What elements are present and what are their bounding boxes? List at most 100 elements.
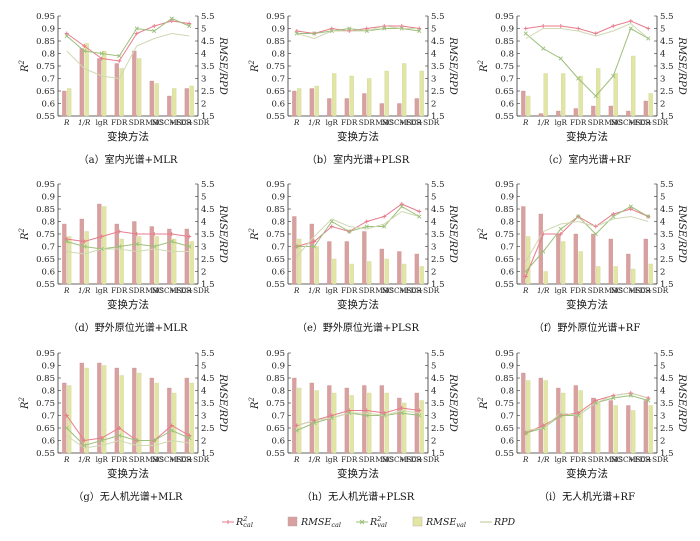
- right-tick-label: 3.5: [660, 399, 674, 409]
- right-tick-label: 4: [431, 387, 436, 397]
- right-tick-label: 3.5: [431, 399, 445, 409]
- right-tick-label: 5: [431, 193, 436, 203]
- bar-rmse-cal: [573, 233, 578, 285]
- point-r2-val: [99, 51, 104, 56]
- point-r2-val: [611, 73, 616, 79]
- left-tick-label: 0.65: [495, 87, 514, 97]
- right-axis-label: RMSE/RPD: [676, 204, 687, 263]
- point-r2-val: [64, 33, 69, 39]
- line-r2-val: [296, 205, 420, 247]
- left-tick-label: 0.8: [41, 387, 55, 397]
- left-tick-label: 0.6: [271, 268, 285, 278]
- right-tick-label: 2: [660, 268, 665, 278]
- x-tick-label: MSC+FDR: [382, 118, 423, 127]
- bar-rmse-val: [189, 85, 194, 117]
- point-r2-cal: [329, 26, 334, 31]
- point-r2-val: [329, 415, 334, 421]
- bar-rmse-val: [154, 382, 159, 454]
- right-tick-label: 2.5: [201, 87, 215, 97]
- left-tick-label: 0.9: [271, 25, 285, 35]
- point-r2-cal: [628, 391, 633, 395]
- point-r2-val: [294, 244, 299, 249]
- right-tick-label: 4.5: [660, 205, 674, 215]
- left-tick-label: 0.55: [36, 449, 55, 459]
- bar-rmse-val: [297, 238, 302, 285]
- bar-rmse-cal: [379, 248, 384, 285]
- left-tick-label: 0.95: [266, 180, 285, 190]
- x-tick-label: SDR: [588, 455, 605, 464]
- right-tick-label: 5.5: [201, 349, 215, 359]
- right-axis-label: RMSE/RPD: [217, 36, 228, 95]
- bar-rmse-cal: [167, 387, 172, 454]
- x-tick-label: R: [293, 118, 300, 127]
- right-tick-label: 3: [660, 243, 665, 253]
- point-r2-val: [64, 239, 69, 244]
- left-tick-label: 0.6: [500, 437, 514, 447]
- left-tick-label: 0.7: [500, 412, 514, 422]
- point-r2-cal: [82, 239, 87, 244]
- point-r2-val: [64, 425, 69, 431]
- line-r2-cal: [525, 208, 649, 277]
- point-r2-cal: [417, 209, 422, 214]
- point-r2-cal: [82, 438, 87, 443]
- legend-label-sub: val: [456, 521, 466, 529]
- point-r2-val: [593, 93, 598, 99]
- bar-rmse-cal: [62, 382, 67, 454]
- point-r2-cal: [64, 31, 69, 36]
- right-tick-label: 4: [431, 218, 436, 228]
- right-tick-label: 1.5: [660, 280, 674, 290]
- point-r2-cal: [558, 24, 563, 28]
- x-tick-label: R: [293, 455, 300, 464]
- bar-rmse-val: [367, 392, 372, 454]
- left-tick-label: 0.55: [266, 112, 285, 122]
- left-axis-label: R2: [248, 59, 261, 73]
- point-r2-val: [646, 36, 651, 41]
- left-axis-label-sup: 2: [248, 396, 256, 402]
- bar-rmse-cal: [573, 108, 578, 117]
- point-r2-cal: [576, 411, 581, 415]
- x-tick-label: lgR: [96, 286, 109, 295]
- left-tick-label: 0.75: [495, 62, 514, 72]
- right-tick-label: 1.5: [431, 112, 445, 122]
- point-r2-val: [117, 53, 122, 59]
- left-tick-label: 0.9: [271, 362, 285, 372]
- right-tick-label: 4: [201, 50, 206, 60]
- point-r2-val: [347, 410, 352, 416]
- x-tick-label: 1/R: [78, 455, 91, 464]
- bar-rmse-cal: [626, 253, 631, 285]
- bar-rmse-cal: [538, 113, 543, 117]
- point-r2-cal: [312, 239, 317, 244]
- chart-panel: 0.55 0.6 0.65 0.7 0.75 0.8 0.85 0.9 0.95 1.5 2 2.5 3…: [248, 12, 458, 166]
- bar-rmse-cal: [591, 233, 596, 285]
- point-r2-cal: [628, 207, 633, 211]
- x-tick-label: MSC: [604, 286, 622, 295]
- x-tick-label: FDR: [341, 118, 358, 127]
- bar-rmse-val: [402, 63, 407, 117]
- point-r2-val: [417, 214, 422, 219]
- bar-rmse-val: [172, 88, 177, 117]
- point-r2-cal: [134, 31, 139, 36]
- point-r2-val: [576, 214, 581, 219]
- point-r2-val: [399, 26, 404, 31]
- bar-rmse-cal: [149, 377, 154, 454]
- bar-rmse-cal: [344, 387, 349, 454]
- point-r2-val: [558, 226, 563, 232]
- right-tick-label: 2: [660, 437, 665, 447]
- bar-rmse-cal: [362, 231, 367, 285]
- bar-rmse-cal: [538, 377, 543, 454]
- bar-rmse-cal: [292, 216, 297, 285]
- right-tick-label: 4: [660, 387, 665, 397]
- point-r2-val: [187, 435, 192, 441]
- right-tick-label: 2.5: [431, 255, 445, 265]
- left-tick-label: 0.65: [495, 424, 514, 434]
- bar-rmse-val: [561, 73, 566, 117]
- x-tick-label: MSC+FDR: [152, 118, 193, 127]
- bar-rmse-val: [419, 266, 424, 285]
- bar-rmse-val: [189, 382, 194, 454]
- left-tick-label: 0.55: [36, 280, 55, 290]
- legend-label: R2 val: [369, 515, 387, 529]
- x-tick-label: MSC: [145, 455, 163, 464]
- point-r2-cal: [523, 26, 528, 31]
- point-r2-val: [593, 231, 598, 237]
- x-tick-label: lgR: [555, 286, 568, 295]
